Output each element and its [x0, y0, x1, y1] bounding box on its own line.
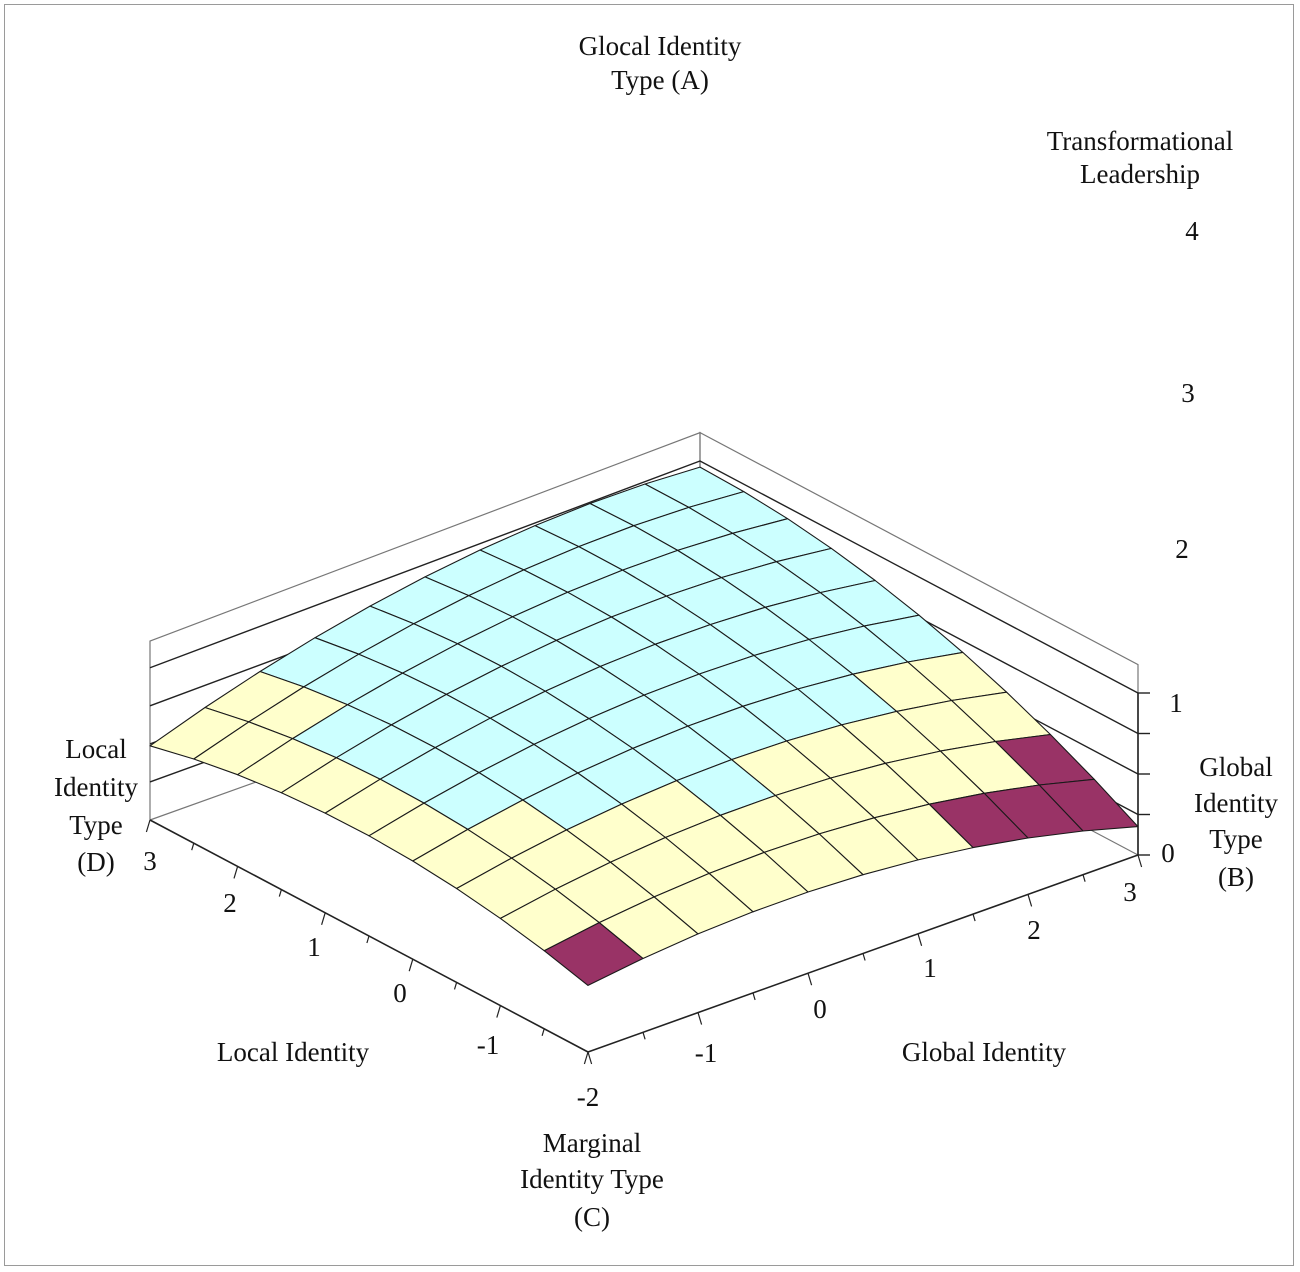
- y-tick: [917, 933, 923, 946]
- y-axis-title: Global Identity: [902, 1037, 1067, 1067]
- x-tick: [496, 1005, 501, 1018]
- origin-tick-label: -2: [577, 1082, 600, 1112]
- x-tick: [583, 1051, 589, 1065]
- y-tick: [807, 973, 813, 986]
- local-type-label-line1: Local: [65, 734, 126, 764]
- chart-axes: [145, 692, 1150, 1065]
- global-type-label-line4: (B): [1218, 862, 1254, 892]
- y-tick-label: 2: [1027, 915, 1041, 945]
- local-type-label-line2: Identity: [54, 772, 138, 802]
- z-axis-title-line1: Transformational: [1047, 126, 1233, 156]
- global-type-label-line2: Identity: [1194, 788, 1278, 818]
- y-tick-label: -1: [695, 1038, 718, 1068]
- x-tick-label: -1: [477, 1030, 500, 1060]
- y-tick: [1027, 894, 1033, 907]
- z-gridline: [149, 460, 1139, 694]
- surface-mesh: [149, 466, 1139, 986]
- z-tick-label: 0: [1161, 838, 1175, 868]
- y-tick-label: 3: [1123, 877, 1137, 907]
- global-type-label-line3: Type: [1209, 824, 1263, 854]
- x-tick-label: 0: [393, 978, 407, 1008]
- z-axis-title-line2: Leadership: [1080, 159, 1200, 189]
- x-tick-label: 3: [143, 846, 157, 876]
- glocal-label-line1: Glocal Identity: [579, 31, 742, 61]
- local-type-label-line4: (D): [77, 847, 114, 877]
- x-tick: [408, 959, 414, 972]
- x-tick: [145, 819, 151, 833]
- x-tick: [278, 889, 282, 897]
- y-tick: [972, 913, 976, 922]
- surface-cell: [543, 922, 644, 986]
- y-tick: [642, 1032, 646, 1040]
- y-tick-label: 1: [923, 953, 937, 983]
- x-tick: [366, 935, 370, 944]
- x-tick: [191, 843, 195, 851]
- z-tick-label: 2: [1175, 534, 1189, 564]
- x-tick-label: 1: [307, 932, 321, 962]
- marginal-label-line1: Marginal: [543, 1128, 641, 1158]
- global-type-label-line1: Global: [1199, 752, 1273, 782]
- x-tick: [541, 1028, 545, 1036]
- marginal-label-line3: (C): [574, 1202, 610, 1232]
- x-axis-title: Local Identity: [217, 1037, 370, 1067]
- y-tick-label: 0: [813, 994, 827, 1024]
- z-tick-label: 3: [1181, 378, 1195, 408]
- y-tick: [587, 1051, 593, 1065]
- glocal-label-line2: Type (A): [611, 65, 709, 95]
- x-tick: [453, 982, 458, 990]
- x-tick-label: 2: [223, 888, 237, 918]
- z-tick-label: 4: [1185, 216, 1199, 246]
- y-tick: [697, 1012, 703, 1025]
- x-tick: [233, 866, 239, 879]
- local-type-label-line3: Type: [69, 810, 123, 840]
- y-tick: [1137, 854, 1143, 868]
- x-tick: [321, 912, 326, 925]
- marginal-label-line2: Identity Type: [520, 1164, 664, 1194]
- y-tick: [862, 953, 866, 961]
- z-tick-label: 1: [1169, 688, 1183, 718]
- y-tick: [752, 992, 756, 1001]
- y-tick: [1082, 874, 1086, 882]
